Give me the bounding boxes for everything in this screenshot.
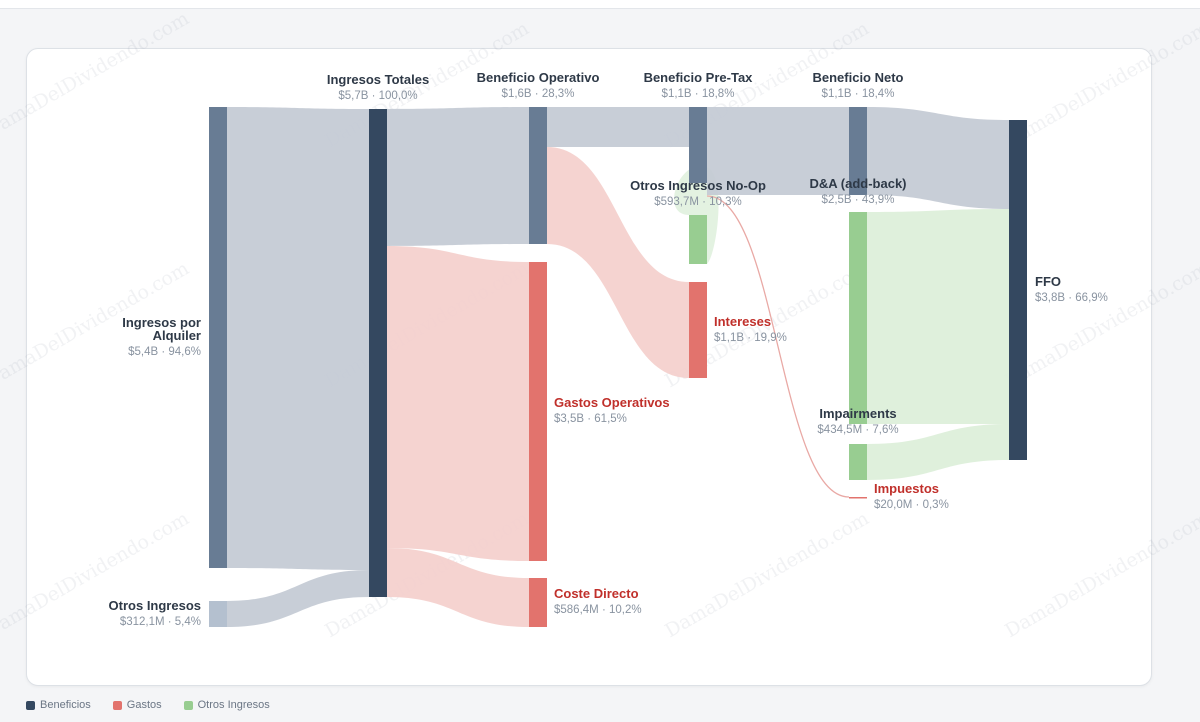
sankey-labels: Ingresos Totales $5,7B · 100,0% Beneficio … <box>109 70 1108 628</box>
link-pretax-to-neto[interactable] <box>707 107 849 195</box>
node-pretax[interactable] <box>689 107 707 183</box>
link-neto-to-ffo[interactable] <box>867 107 1009 209</box>
node-intereses[interactable] <box>689 282 707 378</box>
label-value-ffo: $3,8B · 66,9% <box>1035 292 1108 304</box>
label-value-intereses: $1,1B · 19,9% <box>714 332 787 344</box>
watermark-text: DamaDelDividendo.com <box>1001 17 1200 152</box>
legend-label-gastos: Gastos <box>126 699 162 711</box>
legend-label-beneficios: Beneficios <box>40 699 91 711</box>
legend-label-otros-ingresos: Otros Ingresos <box>197 699 270 711</box>
label-name-ffo: FFO <box>1035 274 1061 289</box>
label-value-impairments: $434,5M · 7,6% <box>817 424 898 436</box>
label-value-impuestos: $20,0M · 0,3% <box>874 499 949 511</box>
label-name-pretax: Beneficio Pre-Tax <box>644 70 754 85</box>
legend-item-otros-ingresos[interactable]: Otros Ingresos <box>183 699 270 711</box>
node-ffo[interactable] <box>1009 120 1027 460</box>
link-da-to-ffo[interactable] <box>867 209 1009 424</box>
label-value-da: $2,5B · 43,9% <box>822 194 895 206</box>
sankey-nodes <box>209 107 1027 627</box>
link-totales-to-operativo[interactable] <box>387 107 529 246</box>
sankey-links <box>227 107 1009 627</box>
node-impairments[interactable] <box>849 444 867 480</box>
link-operativo-to-intereses[interactable] <box>547 147 689 378</box>
node-da[interactable] <box>849 212 867 424</box>
link-pretax-to-impuestos[interactable] <box>706 195 850 498</box>
label-name-alquiler: Alquiler <box>153 328 201 343</box>
label-name-impuestos: Impuestos <box>874 481 939 496</box>
node-neto[interactable] <box>849 107 867 195</box>
label-value-no_op: $593,7M · 10,3% <box>654 196 742 208</box>
watermark-text: DamaDelDividendo.com <box>0 7 193 142</box>
label-name-gastos_op: Gastos Operativos <box>554 395 670 410</box>
legend-swatch-gastos <box>112 700 122 710</box>
label-value-coste_directo: $586,4M · 10,2% <box>554 604 642 616</box>
label-value-neto: $1,1B · 18,4% <box>822 88 895 100</box>
legend-item-gastos[interactable]: Gastos <box>112 699 162 711</box>
label-name-impairments: Impairments <box>819 406 896 421</box>
node-no_op[interactable] <box>689 215 707 264</box>
legend-swatch-otros-ingresos <box>183 700 193 710</box>
label-value-operativo: $1,6B · 28,3% <box>502 88 575 100</box>
label-name-alquiler: Ingresos por <box>122 315 201 330</box>
label-name-neto: Beneficio Neto <box>812 70 903 85</box>
watermark-text: DamaDelDividendo.com <box>1001 507 1200 642</box>
watermark-text: DamaDelDividendo.com <box>1001 257 1200 392</box>
label-value-gastos_op: $3,5B · 61,5% <box>554 413 627 425</box>
label-value-otros_ingresos: $312,1M · 5,4% <box>120 616 201 628</box>
label-value-totales: $5,7B · 100,0% <box>338 90 417 102</box>
label-value-pretax: $1,1B · 18,8% <box>662 88 735 100</box>
link-alquiler-to-totales[interactable] <box>227 107 369 570</box>
legend-swatch-beneficios <box>26 700 35 710</box>
label-name-intereses: Intereses <box>714 314 771 329</box>
link-otros_ingresos-to-totales[interactable] <box>227 570 369 627</box>
node-totales[interactable] <box>369 109 387 597</box>
watermark-text: DamaDelDividendo.com <box>661 507 873 642</box>
label-name-no_op: Otros Ingresos No-Op <box>630 178 766 193</box>
node-alquiler[interactable] <box>209 107 227 568</box>
node-coste_directo[interactable] <box>529 578 547 627</box>
legend: Beneficios Gastos Otros Ingresos <box>26 698 270 712</box>
legend-item-beneficios[interactable]: Beneficios <box>26 699 91 711</box>
node-otros_ingresos[interactable] <box>209 601 227 627</box>
label-name-coste_directo: Coste Directo <box>554 586 639 601</box>
link-totales-to-coste_directo[interactable] <box>387 548 529 627</box>
label-name-da: D&A (add-back) <box>809 176 906 191</box>
link-impairments-to-ffo[interactable] <box>867 424 1009 480</box>
label-name-operativo: Beneficio Operativo <box>477 70 600 85</box>
node-operativo[interactable] <box>529 107 547 244</box>
label-name-totales: Ingresos Totales <box>327 72 429 87</box>
label-value-alquiler: $5,4B · 94,6% <box>128 346 201 358</box>
node-impuestos[interactable] <box>849 497 867 499</box>
link-totales-to-gastos_op[interactable] <box>387 246 529 561</box>
top-bar <box>0 0 1200 9</box>
label-name-otros_ingresos: Otros Ingresos <box>109 598 201 613</box>
node-gastos_op[interactable] <box>529 262 547 561</box>
link-operativo-to-pretax[interactable] <box>547 107 689 147</box>
